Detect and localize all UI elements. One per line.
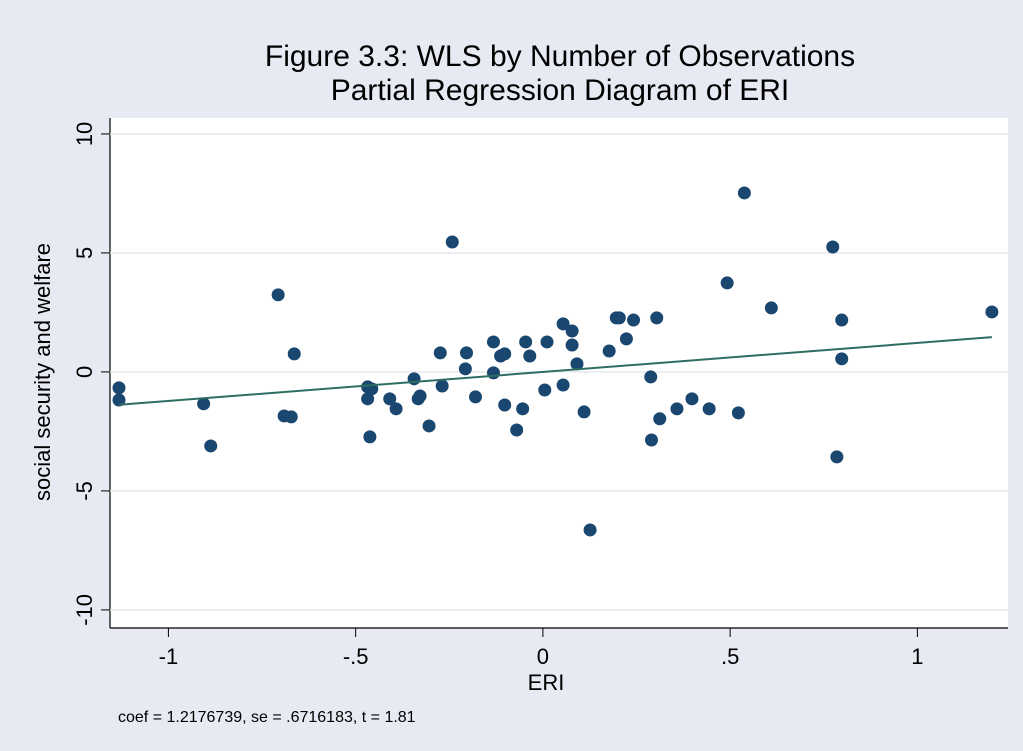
y-tick-label: 10: [72, 122, 97, 146]
point: [510, 423, 524, 437]
point: [556, 378, 570, 392]
point: [650, 311, 664, 325]
point: [112, 393, 126, 407]
point: [516, 402, 530, 416]
point: [197, 397, 211, 411]
point: [523, 349, 537, 363]
y-tick-label: 0: [72, 366, 97, 378]
point: [498, 398, 512, 412]
point: [556, 317, 570, 331]
point: [284, 410, 298, 424]
fit-line: [118, 336, 992, 406]
point: [435, 379, 449, 393]
point: [468, 390, 482, 404]
point: [577, 405, 591, 419]
point: [985, 305, 999, 319]
point: [627, 313, 641, 327]
y-tick-label: -5: [72, 481, 97, 501]
x-axis-label: ERI: [528, 670, 565, 695]
point: [540, 335, 554, 349]
note: coef = 1.2176739, se = .6716183, t = 1.8…: [118, 709, 416, 726]
point: [835, 352, 849, 366]
point: [519, 335, 533, 349]
point: [835, 313, 849, 327]
point: [830, 450, 844, 464]
point: [433, 346, 447, 360]
point: [383, 392, 397, 406]
y-tick-label: 5: [72, 247, 97, 259]
point: [458, 362, 472, 376]
point: [619, 332, 633, 346]
x-tick-label: 0: [537, 644, 549, 669]
point: [764, 301, 778, 315]
point: [570, 357, 584, 371]
chart-title: Figure 3.3: WLS by Number of Observation…: [265, 40, 855, 73]
point: [389, 402, 403, 416]
point: [287, 347, 301, 361]
point: [702, 402, 716, 416]
point: [112, 381, 126, 395]
point: [720, 276, 734, 290]
point: [363, 430, 377, 444]
x-tick-label: -.5: [343, 644, 369, 669]
point: [486, 335, 500, 349]
point: [565, 324, 579, 338]
point: [670, 402, 684, 416]
point: [602, 344, 616, 358]
point: [361, 392, 375, 406]
point: [460, 346, 474, 360]
point: [612, 311, 626, 325]
x-tick-label: .5: [721, 644, 739, 669]
point: [565, 338, 579, 352]
point: [407, 372, 421, 386]
point: [583, 523, 597, 537]
x-tick-label: -1: [159, 644, 179, 669]
point: [445, 235, 459, 249]
y-axis-label: social security and welfare: [30, 243, 55, 501]
point: [826, 240, 840, 254]
point: [422, 419, 436, 433]
point: [498, 347, 512, 361]
point: [486, 366, 500, 380]
point: [538, 383, 552, 397]
point: [413, 389, 427, 403]
point: [731, 406, 745, 420]
point: [204, 439, 218, 453]
point: [644, 433, 658, 447]
point: [271, 288, 285, 302]
point: [737, 186, 751, 200]
y-tick-label: -10: [72, 594, 97, 626]
point: [685, 392, 699, 406]
point: [644, 370, 658, 384]
x-tick-label: 1: [911, 644, 923, 669]
chart-subtitle: Partial Regression Diagram of ERI: [331, 74, 790, 107]
plot-area: [110, 118, 1008, 628]
point: [653, 412, 667, 426]
